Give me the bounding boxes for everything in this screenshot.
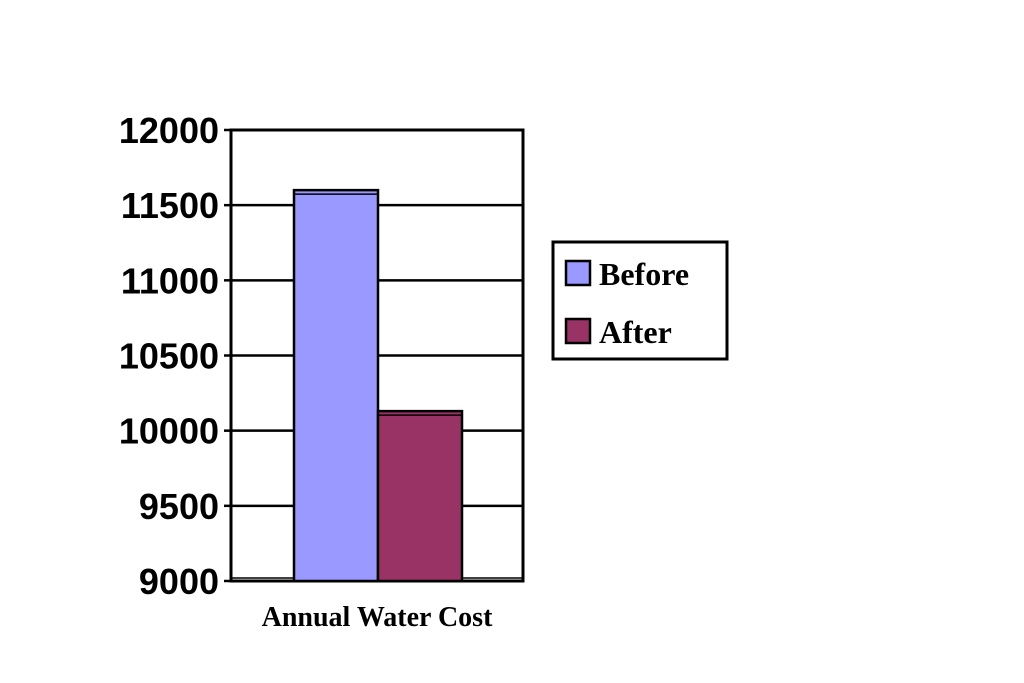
y-tick-label-9500: 9500 — [139, 486, 219, 527]
plot-area — [224, 128, 525, 583]
bar-after — [376, 409, 464, 583]
legend-swatch-before — [564, 259, 592, 287]
y-axis-tick-labels: 9000 9500 10000 10500 11000 11500 12000 — [119, 110, 219, 602]
y-tick-label-10000: 10000 — [119, 411, 219, 452]
bars — [292, 188, 464, 583]
y-tick-label-11500: 11500 — [121, 185, 219, 226]
legend-swatch-after — [564, 317, 592, 345]
y-axis-ticks — [224, 128, 231, 583]
x-axis-category-label: Annual Water Cost — [262, 602, 493, 633]
legend-label-after: After — [599, 314, 672, 350]
y-tick-label-12000: 12000 — [119, 110, 219, 151]
y-tick-label-11000: 11000 — [121, 260, 219, 301]
legend-label-before: Before — [599, 256, 689, 292]
y-tick-label-10500: 10500 — [119, 336, 219, 377]
y-tick-label-9000: 9000 — [139, 561, 219, 602]
bar-before — [292, 188, 380, 583]
legend: Before After — [551, 240, 729, 361]
